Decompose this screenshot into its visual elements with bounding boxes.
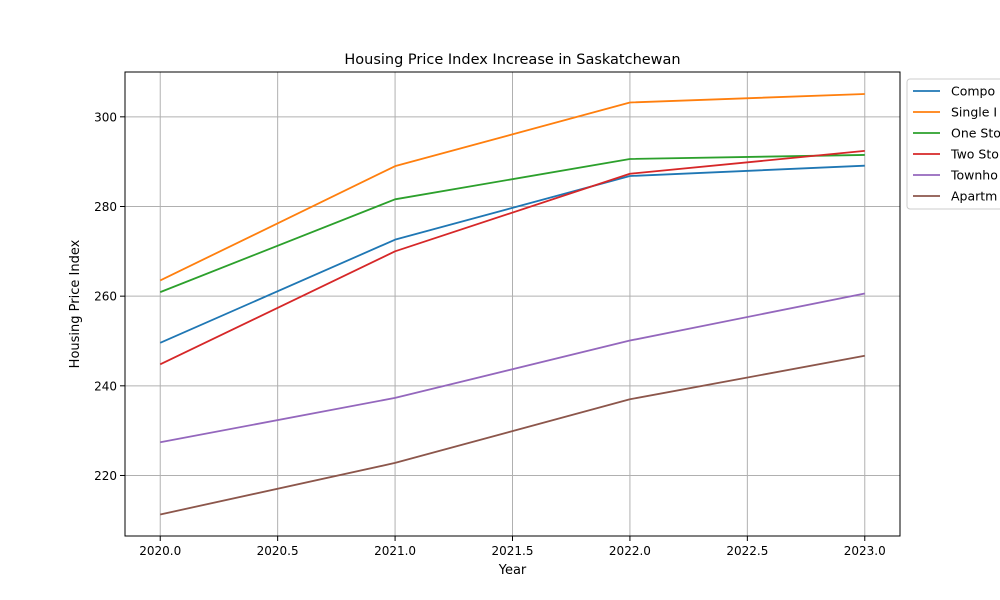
chart-title: Housing Price Index Increase in Saskatch… xyxy=(344,52,680,68)
y-axis-ticks: 220 240 260 280 300 xyxy=(94,110,125,483)
legend-label-one-storey: One Sto xyxy=(951,126,1000,141)
x-tick-label: 2021.0 xyxy=(374,544,416,558)
y-tick-label: 220 xyxy=(94,469,117,483)
legend-label-two-storey: Two Sto xyxy=(950,147,999,162)
legend-label-townhouse: Townho xyxy=(950,168,998,183)
x-tick-label: 2020.0 xyxy=(139,544,181,558)
series-line-townhouse xyxy=(160,292,865,444)
grid-layer xyxy=(125,72,900,536)
y-tick-label: 240 xyxy=(94,379,117,393)
series-line-two-storey xyxy=(159,150,865,366)
x-tick-label: 2023.0 xyxy=(844,544,886,558)
series-line-apartment xyxy=(160,354,865,516)
legend: Compo Single I One Sto Two Sto Townho Apartm xyxy=(906,78,1000,210)
x-tick-label: 2020.5 xyxy=(257,544,299,558)
y-tick-label: 300 xyxy=(94,110,117,124)
series-layer xyxy=(159,93,865,516)
legend-label-single-family: Single I xyxy=(951,105,997,120)
legend-label-composite: Compo xyxy=(951,84,995,99)
x-axis-label: Year xyxy=(498,563,527,578)
y-tick-label: 280 xyxy=(94,200,117,214)
y-axis-label: Housing Price Index xyxy=(68,239,83,368)
y-tick-label: 260 xyxy=(94,290,117,304)
series-line-single-family xyxy=(159,93,865,282)
legend-label-apartment: Apartm xyxy=(951,189,997,204)
x-tick-label: 2022.0 xyxy=(609,544,651,558)
series-line-one-storey xyxy=(159,154,865,293)
x-tick-label: 2021.5 xyxy=(492,544,534,558)
x-axis-ticks: 2020.0 2020.5 2021.0 2021.5 2022.0 2022.5 2023… xyxy=(139,536,886,558)
series-line-composite xyxy=(159,164,865,344)
x-tick-label: 2022.5 xyxy=(726,544,768,558)
